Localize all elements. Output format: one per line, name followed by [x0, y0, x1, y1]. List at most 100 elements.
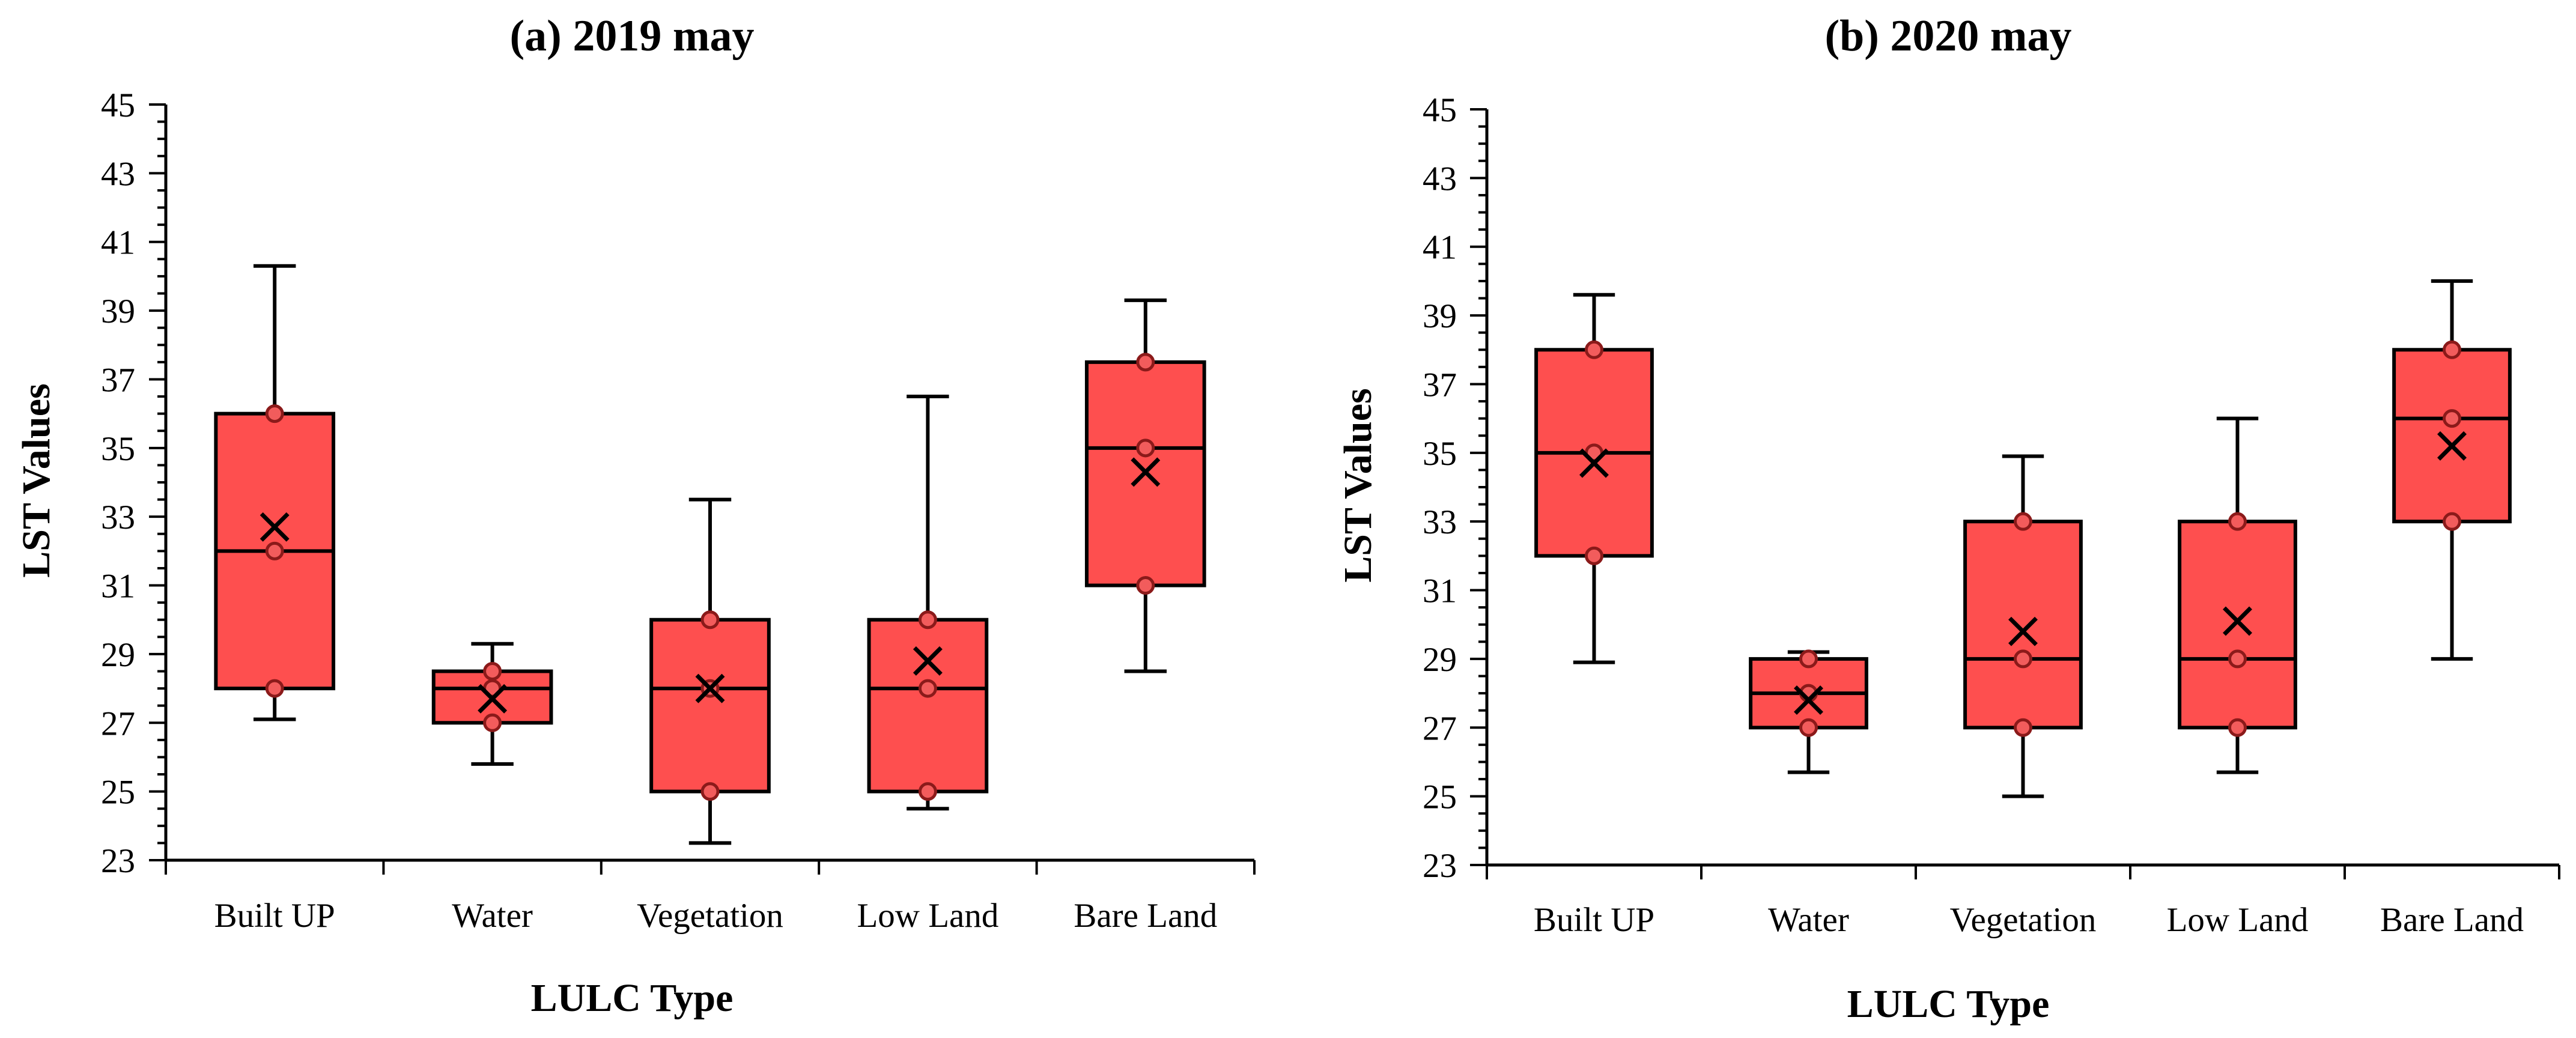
- chart-title: (a) 2019 may: [510, 11, 755, 61]
- y-tick-label: 39: [1423, 297, 1457, 335]
- box-low-land: [867, 395, 989, 811]
- data-point: [2228, 512, 2247, 531]
- mean-marker: [2223, 606, 2252, 636]
- data-point: [1136, 576, 1155, 595]
- y-tick-label: 45: [101, 86, 135, 124]
- data-point: [1799, 649, 1818, 669]
- box-built-up: [214, 264, 336, 721]
- data-point: [2443, 409, 2461, 428]
- data-point: [1136, 439, 1155, 458]
- y-tick-label: 31: [1423, 572, 1457, 610]
- chart-panel-2019: (a) 2019 may LULC Type LST Values 23 25 27…: [14, 11, 1256, 1020]
- data-point: [1585, 340, 1603, 359]
- x-tick-label: Water: [1768, 901, 1849, 939]
- y-tick-labels: 23 25 27 29 31 33 35 37 39 41 43 45: [101, 86, 135, 880]
- data-point: [2228, 718, 2247, 737]
- box-water: [1749, 649, 1868, 774]
- x-tick-label: Built UP: [1534, 901, 1654, 939]
- data-point: [265, 541, 284, 560]
- y-tick-label: 35: [101, 430, 135, 468]
- iqr-box: [649, 618, 771, 794]
- y-tick-label: 43: [101, 155, 135, 193]
- data-point: [2228, 649, 2247, 669]
- x-tick-label: Bare Land: [2380, 901, 2524, 939]
- data-point: [918, 782, 937, 801]
- box-vegetation: [1963, 454, 2083, 798]
- x-tick-label: Built UP: [214, 897, 335, 935]
- data-point: [918, 610, 937, 630]
- data-point: [1799, 718, 1818, 737]
- mean-marker: [1131, 457, 1161, 487]
- data-point: [2014, 649, 2032, 669]
- x-tick-label: Vegetation: [637, 897, 783, 935]
- x-tick-label: Vegetation: [1950, 901, 2097, 939]
- data-point: [1136, 353, 1155, 372]
- box-water: [431, 642, 553, 766]
- axes: [1470, 108, 2560, 879]
- data-point: [700, 782, 720, 801]
- data-point: [700, 610, 720, 630]
- mean-marker: [260, 512, 290, 542]
- y-tick-label: 41: [1423, 229, 1457, 267]
- x-tick-label: Water: [452, 897, 533, 935]
- iqr-box: [867, 618, 989, 794]
- y-tick-label: 37: [101, 361, 135, 399]
- data-point: [483, 713, 502, 732]
- y-tick-label: 25: [101, 774, 135, 812]
- box-bare-land: [1084, 298, 1206, 673]
- mean-marker: [1579, 448, 1609, 478]
- y-tick-label: 27: [1423, 709, 1457, 747]
- x-tick-label: Bare Land: [1074, 897, 1217, 935]
- x-axis-title: LULC Type: [531, 976, 734, 1020]
- mean-marker: [2437, 431, 2467, 461]
- y-tick-label: 23: [1423, 847, 1457, 885]
- y-tick-labels: 23 25 27 29 31 33 35 37 39 41 43 45: [1423, 91, 1457, 885]
- data-point: [2014, 512, 2032, 531]
- data-point: [2014, 718, 2032, 737]
- x-tick-label: Low Land: [857, 897, 998, 935]
- mean-marker: [913, 646, 943, 676]
- y-tick-label: 29: [1423, 641, 1457, 679]
- box-vegetation: [649, 497, 771, 845]
- iqr-box: [1963, 520, 2083, 730]
- y-tick-label: 27: [101, 705, 135, 742]
- y-tick-label: 41: [101, 224, 135, 262]
- boxes: [214, 264, 1206, 845]
- mean-marker: [695, 673, 725, 703]
- data-point: [2443, 512, 2461, 531]
- y-tick-label: 43: [1423, 160, 1457, 198]
- y-tick-label: 37: [1423, 366, 1457, 404]
- y-tick-label: 31: [101, 568, 135, 606]
- mean-marker: [2008, 616, 2038, 646]
- axes: [149, 103, 1256, 875]
- y-tick-label: 23: [101, 842, 135, 880]
- y-tick-label: 33: [1423, 503, 1457, 541]
- x-tick-labels: Built UP Water Vegetation Low Land Bare Land: [214, 897, 1218, 935]
- y-tick-label: 45: [1423, 91, 1457, 129]
- y-axis-title: LST Values: [1336, 388, 1380, 583]
- boxes: [1534, 279, 2512, 798]
- y-tick-label: 25: [1423, 778, 1457, 816]
- x-tick-label: Low Land: [2167, 901, 2309, 939]
- box-built-up: [1534, 293, 1654, 664]
- y-tick-label: 35: [1423, 435, 1457, 473]
- y-tick-label: 29: [101, 636, 135, 674]
- y-tick-label: 33: [101, 499, 135, 536]
- data-point: [1585, 546, 1603, 565]
- data-point: [483, 662, 502, 681]
- mean-marker: [478, 684, 508, 714]
- mean-marker: [1794, 685, 1823, 715]
- box-low-land: [2178, 416, 2297, 774]
- iqr-box: [2392, 348, 2512, 524]
- iqr-box: [2178, 520, 2297, 730]
- data-point: [2443, 340, 2461, 359]
- y-tick-label: 39: [101, 293, 135, 330]
- data-point: [265, 404, 284, 423]
- chart-title: (b) 2020 may: [1824, 11, 2071, 61]
- y-axis-title: LST Values: [14, 383, 58, 578]
- x-tick-labels: Built UP Water Vegetation Low Land Bare Land: [1534, 901, 2524, 939]
- data-point: [918, 679, 937, 698]
- x-axis-title: LULC Type: [1847, 982, 2050, 1026]
